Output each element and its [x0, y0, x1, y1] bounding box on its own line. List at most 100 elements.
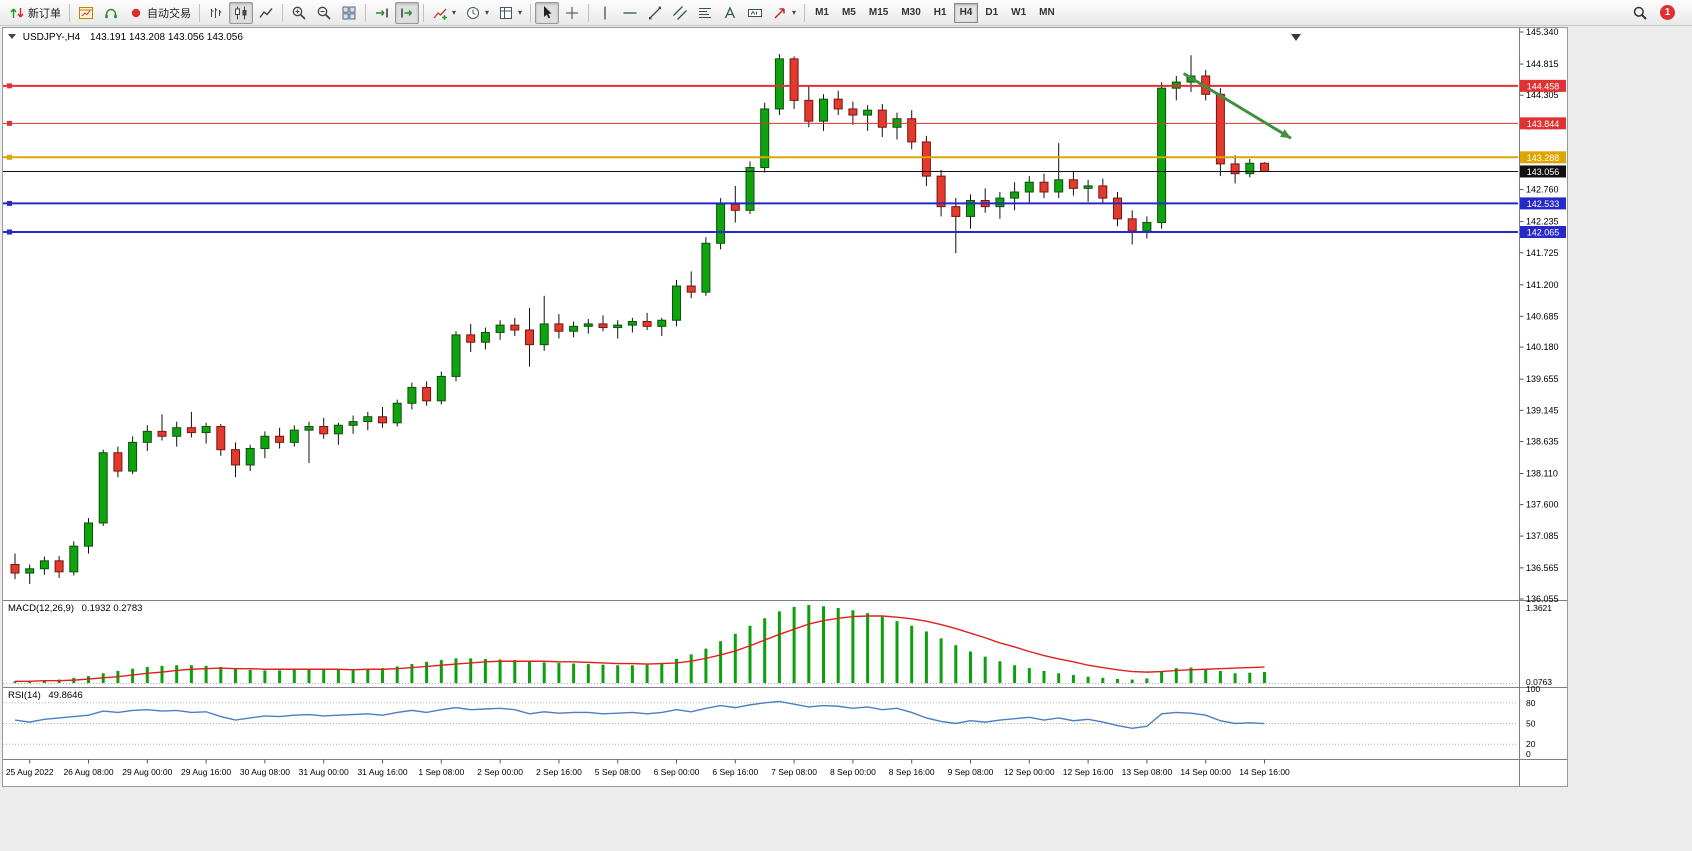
- hline-handle[interactable]: [7, 120, 12, 126]
- candle: [1068, 179, 1078, 189]
- chart-shift-marker[interactable]: [1291, 34, 1301, 41]
- hline-handle[interactable]: [7, 229, 12, 235]
- macd-indicator-label: MACD(12,26,9) 0.1932 0.2783: [8, 603, 143, 614]
- rsi-value: 49.8646: [48, 690, 83, 701]
- search-button[interactable]: [1628, 2, 1652, 24]
- hline-handle[interactable]: [7, 83, 12, 89]
- candle: [730, 203, 740, 211]
- time-axis-label: 31 Aug 00:00: [299, 767, 349, 777]
- hline-handle[interactable]: [7, 154, 12, 160]
- indicators-button[interactable]: ▾: [428, 2, 460, 24]
- fibonacci-button[interactable]: [693, 2, 717, 24]
- chart-menu-icon[interactable]: [8, 34, 16, 43]
- channel-button[interactable]: [668, 2, 692, 24]
- candle: [333, 424, 343, 435]
- macd-pane: 1.3621 0.0763: [13, 603, 1552, 687]
- candle: [1260, 162, 1269, 172]
- tf-d1-button[interactable]: D1: [979, 3, 1004, 23]
- chart-canvas[interactable]: 145.340144.815144.305143.790143.280142.7…: [3, 28, 1567, 786]
- candle: [1024, 181, 1034, 193]
- candle: [774, 58, 784, 110]
- cursor-button[interactable]: [535, 1, 560, 24]
- toolbar-separator: [365, 3, 366, 22]
- time-axis-label: 9 Sep 08:00: [948, 767, 994, 777]
- candlestick-chart-button[interactable]: [229, 1, 253, 24]
- tf-m5-button[interactable]: M5: [836, 3, 862, 23]
- chart-window[interactable]: 145.340144.815144.305143.790143.280142.7…: [2, 27, 1568, 787]
- bar-chart-icon: [211, 7, 222, 18]
- headset-icon: [105, 8, 117, 18]
- tf-m1-button[interactable]: M1: [809, 3, 835, 23]
- svg-text:1.3621: 1.3621: [1526, 603, 1552, 613]
- tf-h1-button[interactable]: H1: [928, 3, 953, 23]
- time-axis-label: 14 Sep 00:00: [1180, 767, 1231, 777]
- time-axis-label: 14 Sep 16:00: [1239, 767, 1290, 777]
- hline-icon: [623, 11, 637, 14]
- pane-separators: [3, 28, 1567, 786]
- periods-button[interactable]: ▾: [461, 2, 493, 24]
- new-order-button[interactable]: 新订单: [5, 2, 65, 24]
- tf-h4-button[interactable]: H4: [953, 2, 979, 23]
- text-button[interactable]: [718, 2, 742, 24]
- candle: [157, 430, 167, 437]
- time-axis-label: 26 Aug 08:00: [63, 767, 113, 777]
- candle: [142, 430, 152, 443]
- community-button[interactable]: [99, 2, 123, 24]
- price-tag: 143.056: [1520, 165, 1566, 178]
- time-axis-label: 31 Aug 16:00: [357, 767, 407, 777]
- tf-m5-button-label: M5: [841, 7, 856, 18]
- time-axis-label: 29 Aug 00:00: [122, 767, 172, 777]
- crosshair-button[interactable]: [560, 2, 584, 24]
- horizontal-line-button[interactable]: [618, 2, 642, 24]
- zoom-out-button[interactable]: [312, 2, 336, 24]
- search-icon: [1633, 6, 1647, 20]
- candle: [422, 386, 432, 402]
- fibonacci-icon: [699, 7, 712, 18]
- candle: [128, 441, 138, 472]
- arrows-button[interactable]: ▾: [768, 2, 800, 24]
- hline-handle[interactable]: [7, 200, 12, 206]
- candle: [657, 319, 667, 327]
- trendline-button[interactable]: [643, 2, 667, 24]
- tf-mn-button[interactable]: MN: [1033, 3, 1061, 23]
- toolbar-separator: [588, 3, 590, 22]
- tf-m15-button[interactable]: M15: [863, 3, 894, 23]
- rsi-axis-label: 20: [1526, 739, 1536, 749]
- vertical-line-button[interactable]: [593, 2, 617, 24]
- chart-window-button[interactable]: [74, 2, 98, 24]
- notification-badge[interactable]: 1: [1660, 5, 1675, 20]
- trend-arrow-line[interactable]: [1182, 72, 1292, 140]
- toolbar-right-group: 1: [1628, 2, 1687, 24]
- channel-icon: [673, 5, 688, 20]
- auto-trading-button[interactable]: 自动交易: [124, 2, 195, 24]
- candle: [745, 167, 755, 211]
- label-button[interactable]: [743, 2, 767, 24]
- label-icon: [748, 8, 763, 17]
- template-icon: [500, 6, 513, 19]
- svg-text:144.458: 144.458: [1527, 81, 1560, 91]
- indicators-icon: [433, 8, 447, 20]
- candle: [216, 425, 226, 451]
- line-chart-button[interactable]: [254, 2, 278, 24]
- zoom-in-button[interactable]: [287, 2, 311, 24]
- tf-w1-button[interactable]: W1: [1005, 3, 1032, 23]
- candle: [1230, 163, 1240, 175]
- chart-shift-button[interactable]: [395, 1, 419, 24]
- candle: [466, 334, 476, 343]
- tf-m30-button[interactable]: M30: [895, 3, 926, 23]
- candle: [1215, 93, 1225, 165]
- toolbar-separator: [804, 3, 806, 22]
- bar-chart-button[interactable]: [204, 2, 228, 24]
- tile-windows-button[interactable]: [337, 2, 361, 24]
- time-axis-label: 8 Sep 16:00: [889, 767, 935, 777]
- chart-symbol-period: USDJPY-,H4: [22, 32, 81, 43]
- candle: [672, 285, 681, 321]
- templates-button[interactable]: ▾: [494, 2, 526, 24]
- candle: [201, 425, 211, 434]
- candle: [554, 323, 564, 332]
- candle: [1098, 185, 1108, 199]
- candle: [480, 331, 490, 343]
- clock-icon: [467, 6, 480, 19]
- auto-scroll-button[interactable]: [370, 2, 394, 24]
- toolbar-separator: [530, 3, 532, 22]
